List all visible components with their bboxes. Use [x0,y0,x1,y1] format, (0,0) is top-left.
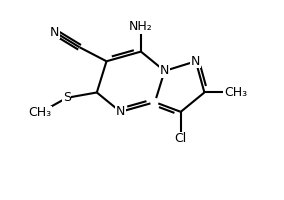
Text: N: N [116,105,125,118]
Text: Cl: Cl [175,132,187,145]
Text: NH₂: NH₂ [129,20,153,33]
Text: CH₃: CH₃ [28,106,51,119]
Text: N: N [160,64,169,77]
Text: CH₃: CH₃ [224,86,247,99]
Text: N: N [50,26,60,39]
Text: S: S [63,91,71,104]
Text: N: N [191,55,201,68]
